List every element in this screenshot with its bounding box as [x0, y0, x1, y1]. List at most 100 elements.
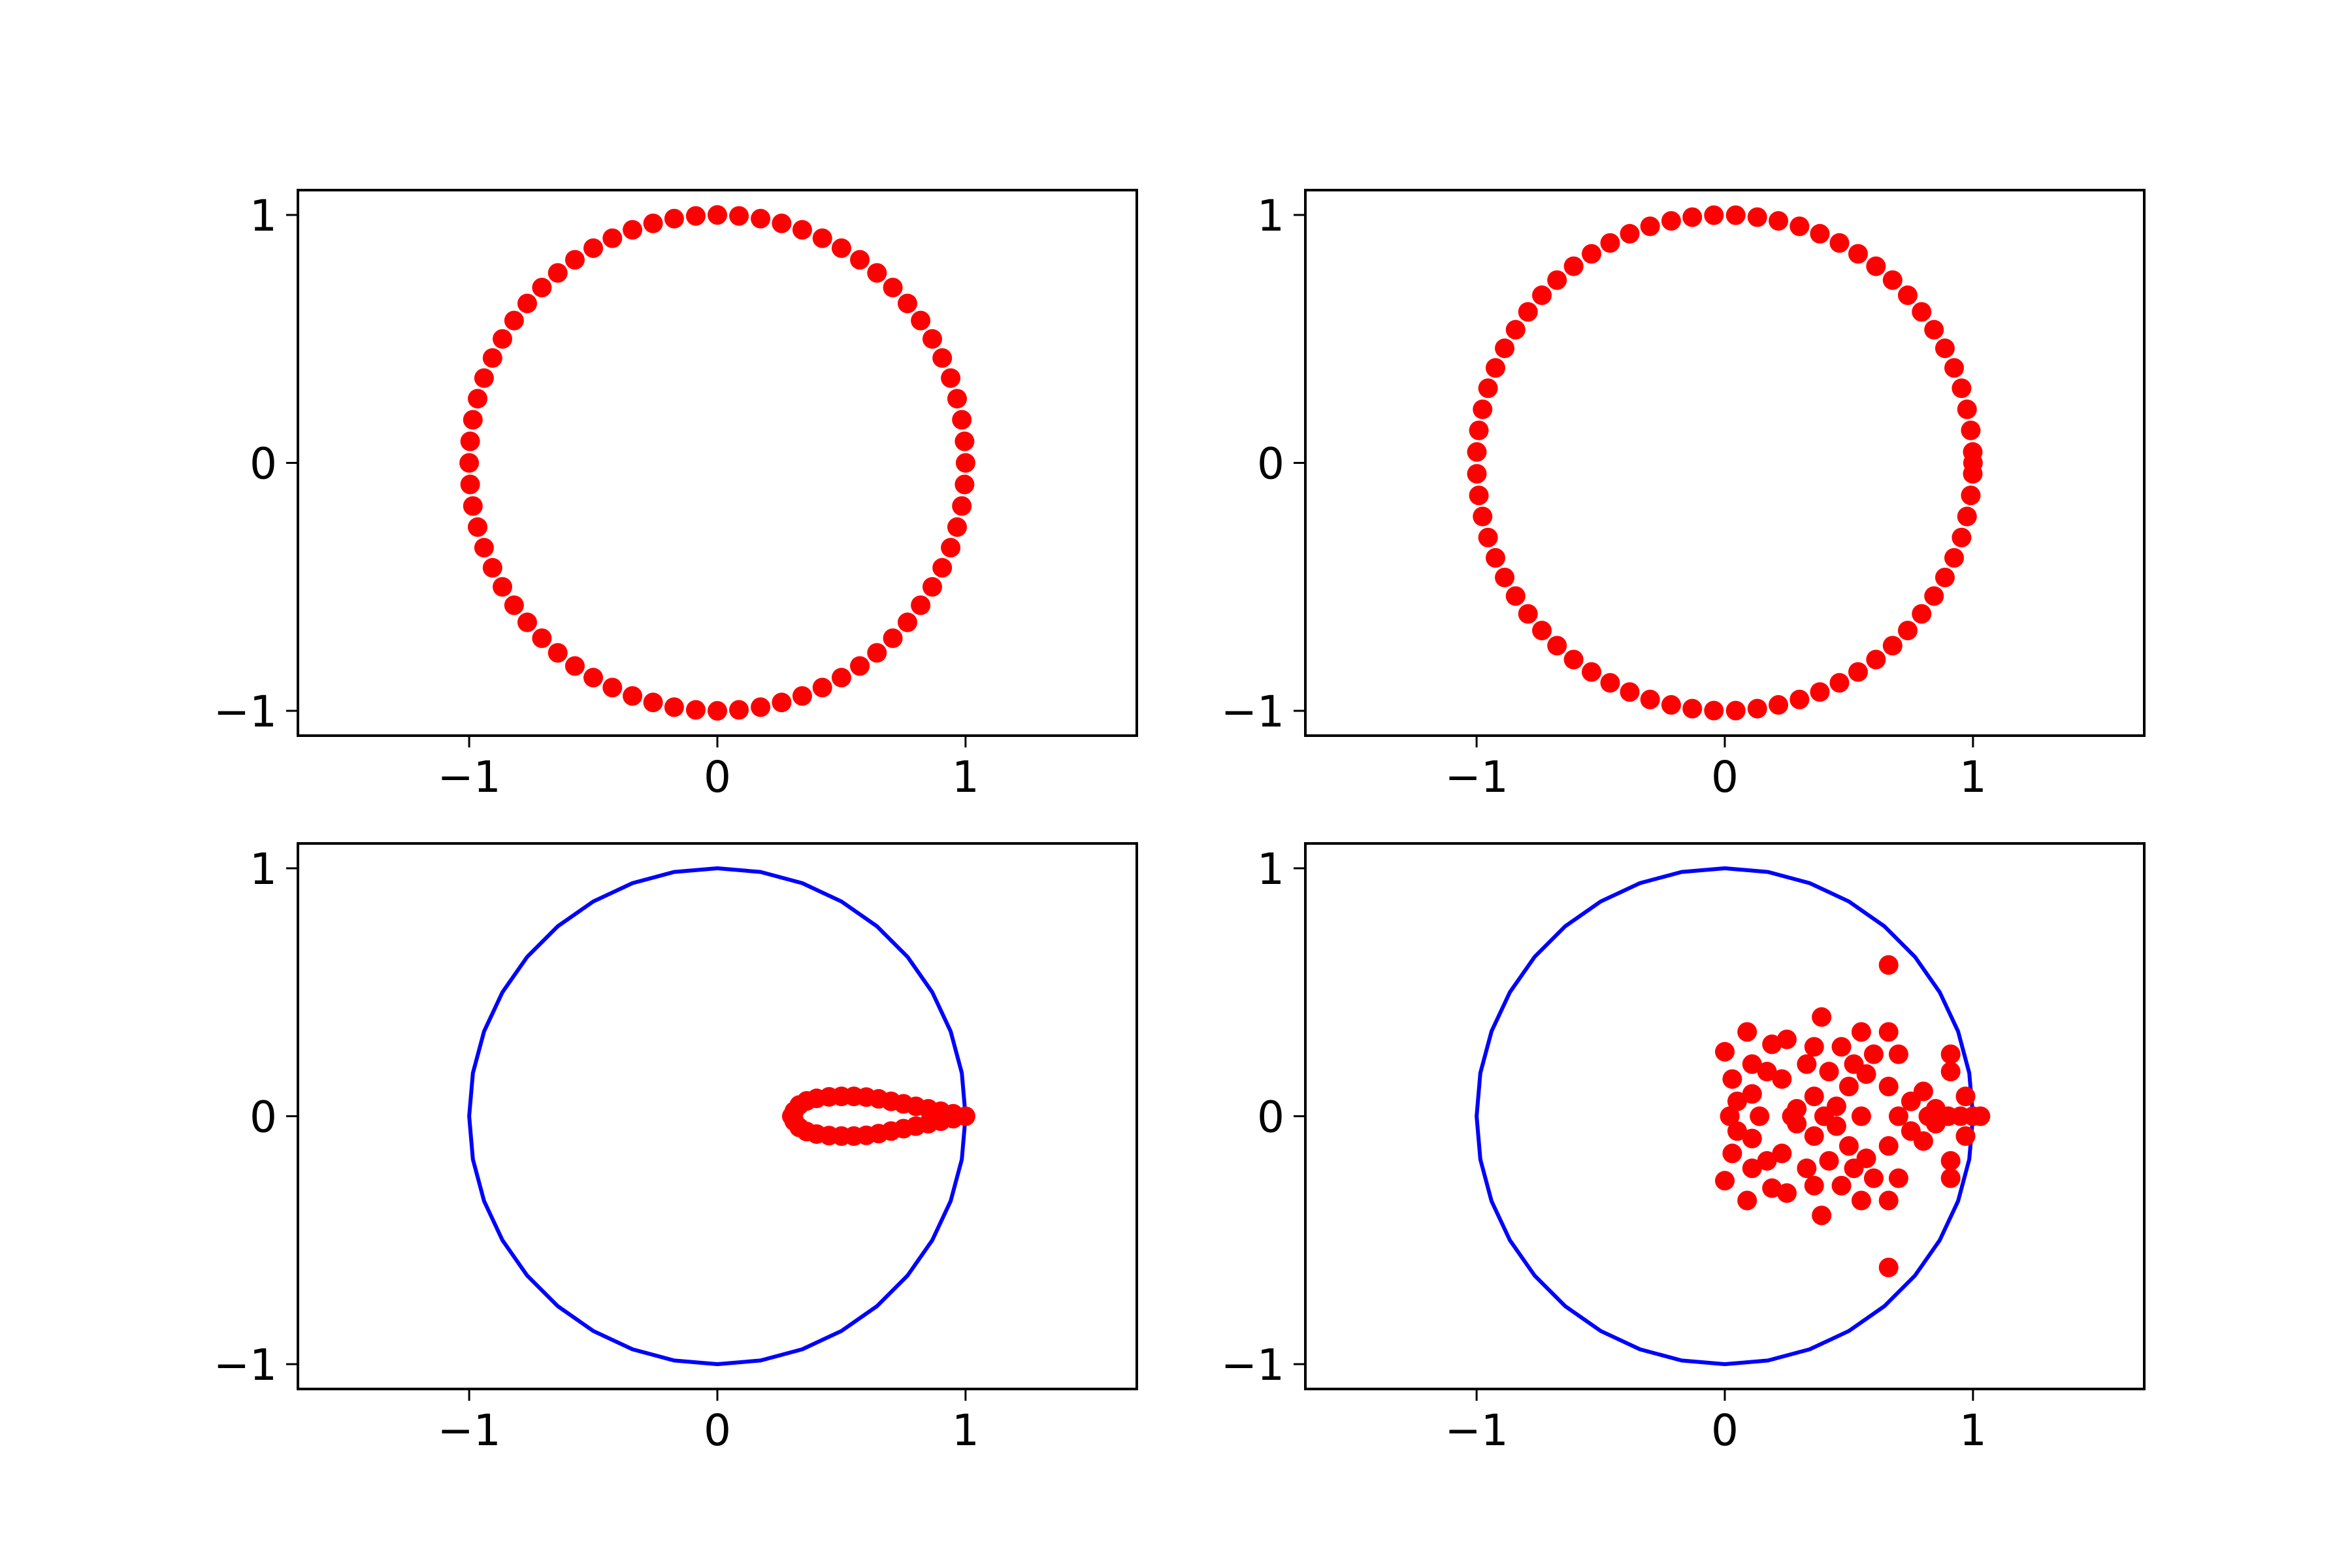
scatter-point: [1704, 700, 1724, 721]
scatter-point: [1762, 1178, 1782, 1198]
scatter-point: [517, 612, 538, 632]
scatter-point: [1935, 338, 1955, 359]
scatter-point: [1866, 256, 1886, 276]
scatter-point: [1848, 244, 1868, 264]
scatter-point: [1901, 1121, 1921, 1141]
scatter-point: [1518, 302, 1538, 322]
scatter-point: [932, 558, 953, 578]
plot-area: [1467, 205, 1983, 721]
scatter-point: [1812, 1205, 1832, 1226]
scatter-point: [1924, 586, 1944, 606]
scatter-point: [1838, 1076, 1859, 1096]
x-tick-label: −1: [1445, 752, 1508, 802]
scatter-point: [1742, 1084, 1762, 1104]
scatter-point: [1882, 270, 1903, 290]
scatter-point: [1952, 378, 1972, 399]
scatter-point: [1469, 420, 1489, 440]
scatter-point: [1863, 1044, 1884, 1064]
scatter-point: [1831, 1175, 1852, 1196]
scatter-point: [1935, 567, 1955, 587]
scatter-point: [493, 329, 513, 349]
scatter-point: [468, 517, 488, 537]
scatter-point: [941, 368, 961, 388]
scatter-point: [947, 389, 967, 409]
scatter-point: [474, 538, 494, 558]
scatter-point: [602, 678, 623, 698]
scatter-point: [547, 263, 568, 283]
scatter-point: [1563, 649, 1584, 670]
scatter-point: [1563, 256, 1584, 276]
scatter-point: [1848, 662, 1868, 682]
scatter-point: [1851, 1022, 1871, 1042]
scatter-point: [1769, 211, 1789, 231]
scatter-point: [1661, 211, 1681, 231]
scatter-point: [708, 701, 727, 721]
scatter-point: [772, 693, 792, 713]
scatter-point: [1547, 270, 1567, 290]
y-tick-label: 0: [250, 1092, 277, 1143]
scatter-point: [1878, 955, 1899, 975]
scatter-point: [1737, 1022, 1757, 1042]
y-tick-label: 0: [250, 439, 277, 489]
scatter-point: [1620, 682, 1640, 702]
scatter-point: [1789, 689, 1810, 710]
scatter-point: [1955, 1126, 1976, 1146]
scatter-point: [772, 213, 792, 233]
scatter-point: [1878, 1022, 1899, 1042]
scatter-point: [1831, 1037, 1852, 1057]
x-tick-label: 1: [952, 752, 979, 802]
scatter-point: [463, 410, 483, 430]
scatter-point: [1944, 547, 1965, 568]
scatter-point: [664, 697, 684, 717]
scatter-point: [482, 348, 502, 368]
scatter-point: [1901, 1091, 1921, 1111]
scatter-point: [1882, 636, 1903, 656]
scatter-point: [1600, 673, 1620, 693]
scatter-point: [792, 220, 812, 240]
scatter-point: [952, 410, 972, 430]
scatter-point: [532, 278, 552, 298]
scatter-point: [1661, 694, 1681, 715]
scatter-point: [1769, 694, 1789, 715]
scatter-point: [583, 668, 604, 688]
scatter-point: [1715, 1171, 1735, 1191]
scatter-point: [504, 595, 524, 615]
scatter-point: [564, 656, 585, 676]
scatter-point: [564, 250, 585, 270]
scatter-point: [1961, 485, 1981, 506]
scatter-point: [922, 329, 942, 349]
scatter-point: [1944, 358, 1965, 378]
subplot: −1 0 1 −1 0 1: [214, 189, 1138, 802]
scatter-point: [1727, 1121, 1747, 1141]
scatter-point: [1888, 1168, 1908, 1188]
scatter-point: [1878, 1258, 1899, 1278]
scatter-point: [460, 474, 480, 495]
scatter-point: [708, 204, 727, 225]
scatter-point: [729, 700, 749, 720]
scatter-point: [1467, 464, 1487, 484]
line: [1475, 866, 1975, 1367]
scatter-point: [1737, 1190, 1757, 1211]
scatter-point: [1478, 378, 1498, 399]
y-tick-label: −1: [1221, 1340, 1284, 1390]
scatter-point: [850, 656, 870, 676]
scatter-point: [1473, 399, 1493, 419]
scatter-point: [1582, 244, 1602, 264]
scatter-point: [468, 389, 488, 409]
scatter-point: [955, 474, 975, 495]
x-tick-label: 1: [952, 1405, 979, 1456]
scatter-point: [911, 310, 931, 331]
scatter-point: [493, 577, 513, 597]
scatter-point: [1819, 1062, 1839, 1082]
scatter-point: [1952, 527, 1972, 547]
scatter-point: [1888, 1044, 1908, 1064]
scatter-point: [952, 496, 972, 516]
scatter-point: [1600, 233, 1620, 253]
scatter-point: [1924, 319, 1944, 340]
y-tick-label: 1: [250, 191, 277, 241]
scatter-point: [941, 538, 961, 558]
scatter-point: [812, 228, 832, 248]
scatter-point: [1940, 1168, 1961, 1188]
subplot: −1 0 1 −1 0 1: [1221, 842, 2146, 1456]
